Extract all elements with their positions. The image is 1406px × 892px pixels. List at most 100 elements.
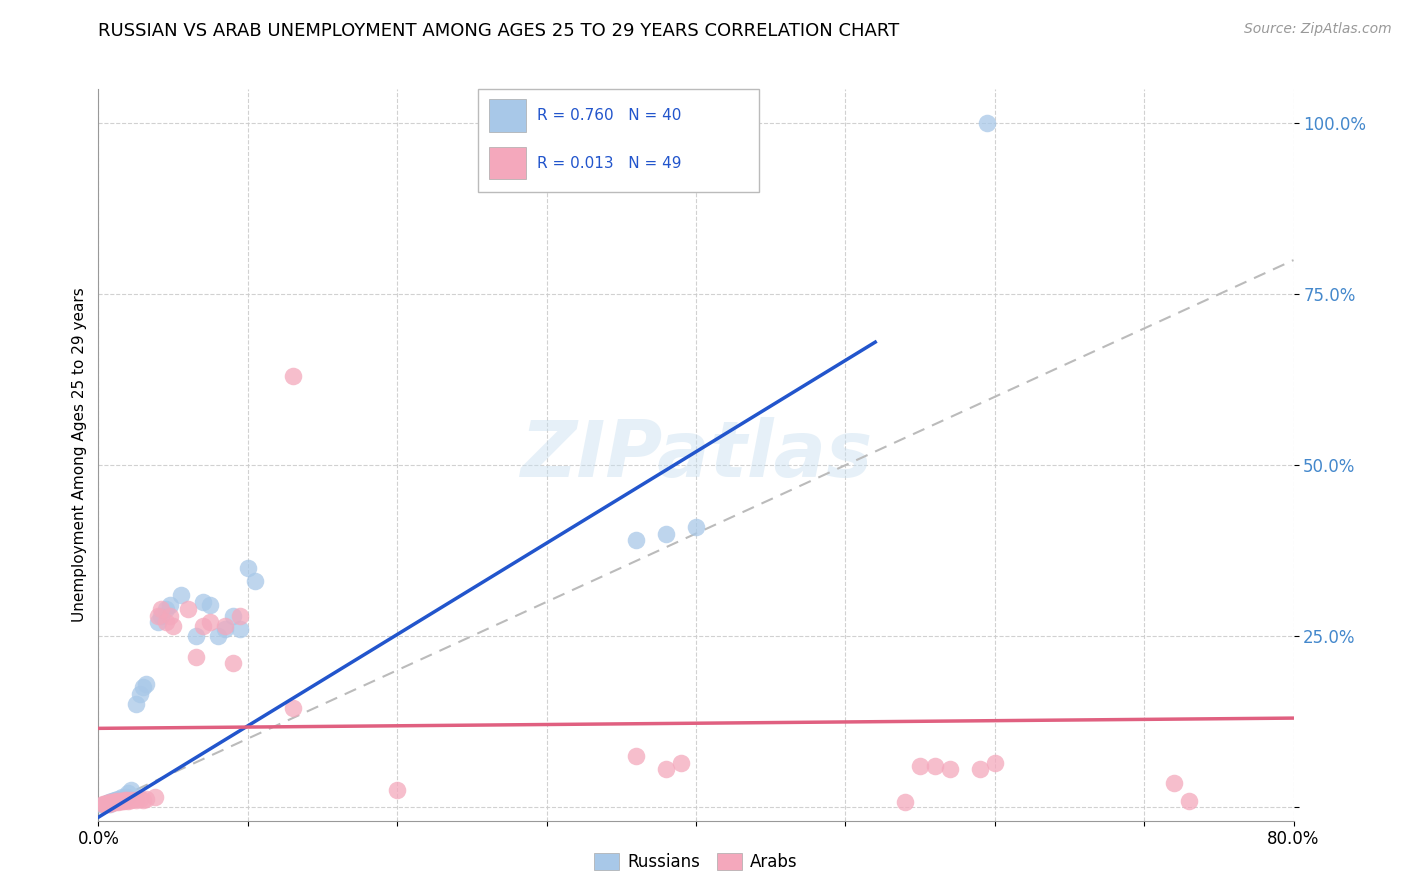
Point [624,533,647,548]
Point [655,763,678,777]
Text: Source: ZipAtlas.com: Source: ZipAtlas.com [1244,22,1392,37]
Point [98,797,122,811]
Point [236,560,259,574]
Point [114,789,136,804]
Point [207,629,229,643]
Point [385,783,409,797]
Point [143,789,166,804]
Point [96,796,118,810]
Point [94,797,117,811]
Point [159,608,181,623]
Point [148,615,170,630]
Point [103,795,125,809]
Point [91,797,114,811]
Point [101,795,124,809]
Point [96,796,118,810]
Point [200,599,222,613]
Point [111,794,134,808]
Point [281,369,304,384]
FancyBboxPatch shape [489,146,526,179]
Point [107,791,129,805]
Point [115,789,138,804]
Point [101,796,124,810]
Point [120,783,142,797]
Text: R = 0.760   N = 40: R = 0.760 N = 40 [537,108,682,123]
Point [129,687,152,701]
Point [132,681,155,695]
Point [924,759,946,773]
Point [983,756,1005,770]
Point [939,763,962,777]
Y-axis label: Unemployment Among Ages 25 to 29 years: Unemployment Among Ages 25 to 29 years [72,287,87,623]
Point [108,793,131,807]
Legend: Russians, Arabs: Russians, Arabs [588,847,804,878]
Point [107,795,129,809]
Point [97,795,120,809]
Point [111,789,134,804]
Point [1178,795,1201,809]
Point [108,795,131,809]
Point [214,619,236,633]
Point [105,793,128,807]
Point [117,786,139,800]
Point [98,795,122,809]
Point [214,622,236,636]
Point [132,793,155,807]
Point [191,619,214,633]
Point [93,797,115,811]
Point [114,793,136,807]
Text: RUSSIAN VS ARAB UNEMPLOYMENT AMONG AGES 25 TO 29 YEARS CORRELATION CHART: RUSSIAN VS ARAB UNEMPLOYMENT AMONG AGES … [98,22,900,40]
Point [184,649,207,664]
Point [125,793,148,807]
Point [135,677,157,691]
Point [229,622,252,636]
Point [159,599,181,613]
Point [150,601,173,615]
Point [1163,776,1185,790]
Text: R = 0.013   N = 49: R = 0.013 N = 49 [537,155,682,170]
Point [200,615,222,630]
Point [908,759,931,773]
Point [229,608,252,623]
Point [94,797,117,811]
Point [135,791,157,805]
Point [969,763,991,777]
FancyBboxPatch shape [478,89,759,192]
Point [97,797,120,811]
Point [105,795,128,809]
Point [222,608,245,623]
Point [894,795,917,809]
Point [281,701,304,715]
Point [125,698,148,712]
Point [91,797,114,812]
Point [976,116,998,130]
Point [129,791,152,805]
Point [191,595,214,609]
Point [655,526,678,541]
Point [150,608,173,623]
Point [155,601,177,615]
Point [117,795,139,809]
Point [155,615,177,630]
Point [103,795,125,809]
Point [110,795,132,809]
Point [112,794,135,808]
Point [110,791,132,805]
Point [177,601,200,615]
Point [245,574,267,589]
Point [685,519,707,533]
FancyBboxPatch shape [489,99,526,132]
Point [222,657,245,671]
Point [112,791,135,805]
Point [669,756,692,770]
Point [169,588,191,602]
Point [184,629,207,643]
Point [115,793,138,807]
Point [104,793,127,807]
Point [120,793,142,807]
Text: ZIPatlas: ZIPatlas [520,417,872,493]
Point [104,795,127,809]
Point [162,619,184,633]
Point [624,748,647,763]
Point [148,608,170,623]
